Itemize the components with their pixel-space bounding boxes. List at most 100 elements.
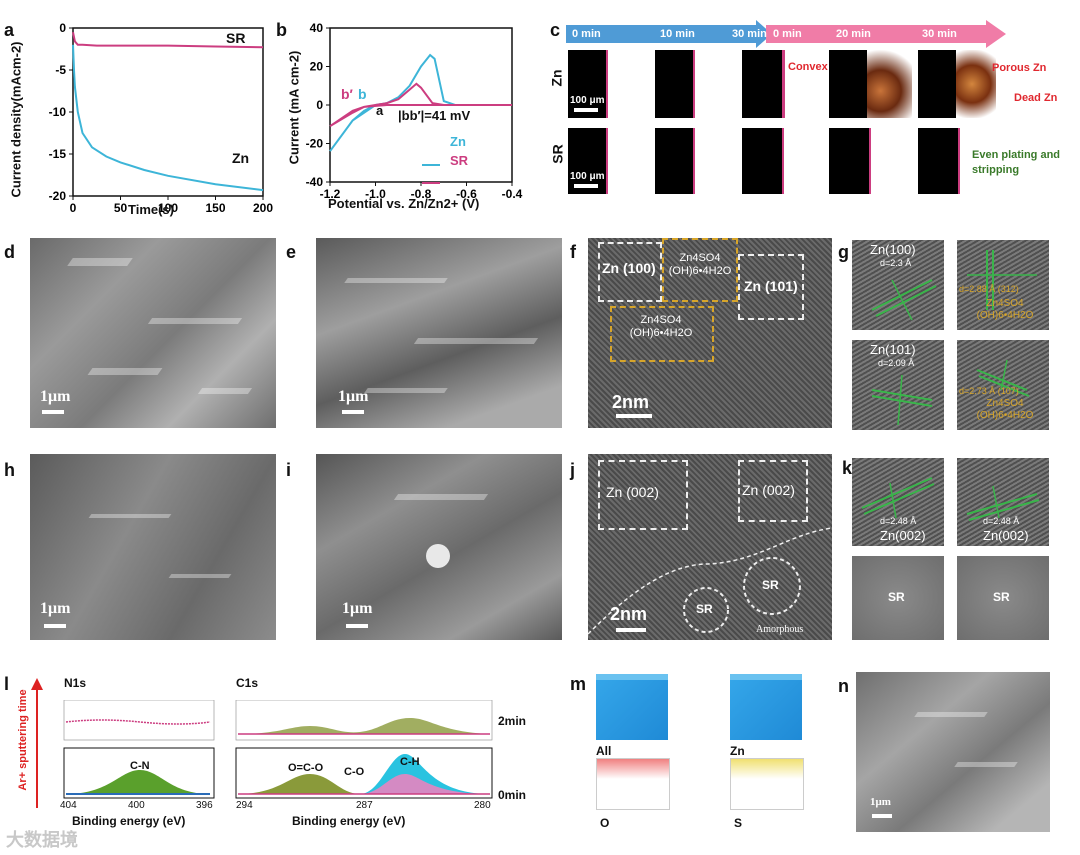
tof-cube-o bbox=[596, 758, 670, 810]
hrtem-g4: d=2.73 Å (107) Zn4SO4 (OH)6•4H2O bbox=[957, 340, 1049, 430]
panel-label-i: i bbox=[286, 460, 292, 480]
panel-label-n: n bbox=[838, 676, 849, 696]
sr-image-0min bbox=[568, 128, 608, 194]
chart-b-label-a: a bbox=[376, 103, 384, 118]
zn-image-0min bbox=[568, 50, 608, 118]
panel-label-b: b bbox=[276, 20, 287, 40]
g-y1: d=2.88 Å (312) bbox=[959, 284, 1019, 294]
time-blue-2: 30 min bbox=[732, 28, 767, 40]
hrtem-k3: SR bbox=[852, 556, 944, 640]
label-j-zn002a: Zn (002) bbox=[606, 484, 659, 500]
scale-bar-sr bbox=[574, 184, 598, 188]
chart-b-ytick: 40 bbox=[310, 21, 324, 35]
label-dead: Dead Zn bbox=[1014, 92, 1058, 104]
panel-label-f: f bbox=[570, 242, 576, 262]
k-t1: Zn(002) bbox=[880, 528, 926, 543]
k-d2: d=2.48 Å bbox=[983, 516, 1020, 526]
scale-label-i: 1μm bbox=[342, 600, 373, 617]
chart-b-series-zn bbox=[329, 53, 512, 152]
label-zns-2: Zn4SO4 (OH)6•4H2O bbox=[629, 314, 693, 339]
zn-image-p0min bbox=[829, 50, 867, 118]
tof-label-s: S bbox=[734, 816, 743, 830]
scale-label-j: 2nm bbox=[610, 604, 648, 624]
time-pink-1: 20 min bbox=[836, 28, 871, 40]
scale-label-sr: 100 μm bbox=[570, 171, 605, 182]
label-zns-1: Zn4SO4 (OH)6•4H2O bbox=[668, 252, 732, 277]
xps-spectra bbox=[63, 700, 493, 799]
chart-a-xtick: 0 bbox=[70, 201, 77, 215]
chart-b-legend-zn: Zn bbox=[450, 134, 466, 149]
k-d1: d=2.48 Å bbox=[880, 516, 917, 526]
xps-n-tick-0: 404 bbox=[60, 800, 77, 811]
xps-oco: O=C-O bbox=[288, 762, 324, 774]
chart-b-annotation: |bb′|=41 mV bbox=[398, 108, 471, 123]
chart-a-ytick: -5 bbox=[55, 63, 66, 77]
zn-image-p30min bbox=[918, 50, 956, 118]
chart-b-xtick: -1.0 bbox=[365, 187, 386, 201]
chart-a-ytick: 0 bbox=[59, 21, 66, 35]
scale-label-e: 1μm bbox=[338, 388, 369, 405]
chart-a-xlabel: Time(s) bbox=[128, 202, 174, 217]
sr-image-30min bbox=[742, 128, 784, 194]
tof-label-zn: Zn bbox=[730, 744, 745, 758]
label-convex: Convex bbox=[788, 61, 828, 73]
label-amorphous: Amorphous bbox=[756, 624, 804, 635]
chart-b-xlabel: Potential vs. Zn/Zn2+ (V) bbox=[328, 196, 480, 211]
scale-label-d: 1μm bbox=[40, 388, 71, 405]
xps-co: C-O bbox=[344, 766, 365, 778]
xps-2min: 2min bbox=[498, 714, 527, 728]
chart-b-ytick: 20 bbox=[310, 60, 324, 74]
hrtem-k1: d=2.48 Å Zn(002) bbox=[852, 458, 944, 546]
tof-cube-all bbox=[596, 674, 668, 740]
panel-label-e: e bbox=[286, 242, 297, 262]
sem-image-h: 1μm bbox=[30, 454, 276, 640]
g-y1b: Zn4SO4 (OH)6•4H2O bbox=[976, 298, 1034, 321]
sr-image-10min bbox=[655, 128, 695, 194]
chart-a-label-zn: Zn bbox=[232, 150, 250, 166]
chart-a-xtick: 50 bbox=[114, 201, 128, 215]
sr-image-p20min bbox=[829, 128, 871, 194]
chart-b: -1.2 -1.0 -0.8 -0.6 -0.4 40 20 0 -20 -40 bbox=[306, 21, 523, 201]
xps-cn: C-N bbox=[130, 760, 150, 772]
chart-b-ylabel: Current (mA cm-2) bbox=[286, 50, 302, 165]
g-d-1: d=2.3 Å bbox=[880, 258, 912, 268]
g-title-1: Zn(100) bbox=[870, 242, 916, 257]
scale-label-zn: 100 μm bbox=[570, 95, 605, 106]
chart-a-ylabel: Current density(mAcm-2) bbox=[8, 41, 24, 198]
row-label-zn: Zn bbox=[548, 69, 565, 87]
sem-image-d: 1μm bbox=[30, 238, 276, 428]
chart-b-ytick: -40 bbox=[306, 175, 324, 189]
hrtem-g2: d=2.88 Å (312) Zn4SO4 (OH)6•4H2O bbox=[957, 240, 1049, 330]
chart-a-series-sr bbox=[72, 31, 264, 49]
k-sr2: SR bbox=[993, 590, 1010, 604]
sem-image-i: 1μm bbox=[316, 454, 562, 640]
chart-a-ytick: -20 bbox=[49, 189, 67, 203]
tof-label-o: O bbox=[600, 816, 610, 830]
g-title-2: Zn(101) bbox=[870, 342, 916, 357]
time-pink-2: 30 min bbox=[922, 28, 957, 40]
scale-label-n: 1μm bbox=[870, 796, 891, 808]
chart-a-ytick: -10 bbox=[49, 105, 67, 119]
chart-a-ytick: -15 bbox=[49, 147, 67, 161]
chart-a-xtick: 100 bbox=[158, 201, 178, 215]
chart-b-xtick: -0.8 bbox=[411, 187, 432, 201]
panel-label-c: c bbox=[550, 20, 561, 40]
tem-image-f: Zn (100) Zn4SO4 (OH)6•4H2O Zn (101) Zn4S… bbox=[588, 238, 832, 428]
xps-c-tick-2: 280 bbox=[474, 800, 491, 811]
time-arrow bbox=[566, 20, 1006, 48]
zn-image-10min bbox=[655, 50, 695, 118]
xps-ch: C-H bbox=[400, 756, 420, 768]
chart-b-xtick: -1.2 bbox=[320, 187, 341, 201]
label-j-sr2: SR bbox=[762, 578, 779, 592]
panel-label-m: m bbox=[570, 674, 587, 694]
chart-a-xtick: 150 bbox=[205, 201, 225, 215]
sr-image-p30min bbox=[918, 128, 960, 194]
chart-b-label-b: b bbox=[358, 86, 367, 102]
chart-b-ytick: 0 bbox=[316, 98, 323, 112]
g-y2b: Zn4SO4 (OH)6•4H2O bbox=[976, 398, 1034, 421]
label-j-sr1: SR bbox=[696, 602, 713, 616]
panel-label-d: d bbox=[4, 242, 15, 262]
tem-image-j: Zn (002) Zn (002) SR SR Amorphous 2nm bbox=[588, 454, 832, 640]
panel-label-k: k bbox=[842, 458, 853, 478]
xps-c-tick-1: 287 bbox=[356, 800, 373, 811]
